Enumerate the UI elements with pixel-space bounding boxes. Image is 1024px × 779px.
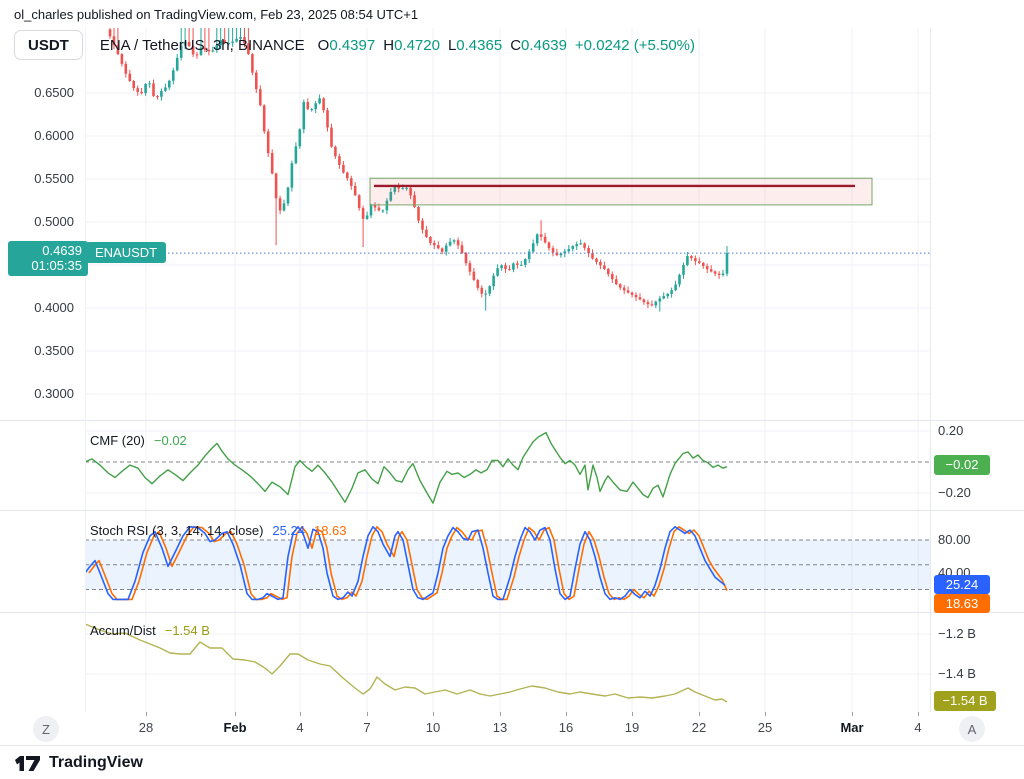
price-axis-label: 0.3000 <box>34 386 74 402</box>
price-axis-label: 0.5500 <box>34 171 74 187</box>
time-tick-mark <box>500 712 501 716</box>
time-tick-label: 4 <box>914 720 922 735</box>
pane-divider[interactable] <box>0 510 1024 511</box>
pane-divider[interactable] <box>0 420 1024 421</box>
acc-axis-label-12: −1.2 B <box>938 626 976 641</box>
time-tick-mark <box>300 712 301 716</box>
left-axis-border <box>85 28 86 745</box>
zoom-out-button[interactable]: Z <box>33 716 59 742</box>
time-tick-label: Mar <box>840 720 864 735</box>
high-label: H <box>383 36 395 54</box>
ohlc-readout: O0.4397 H0.4720 L0.4365 C0.4639 +0.0242 (+5.… <box>318 37 695 54</box>
tradingview-brand-text: TradingView <box>49 754 143 771</box>
time-tick-mark <box>367 712 368 716</box>
time-tick-label: 16 <box>558 720 574 735</box>
price-axis-label: 0.6000 <box>34 128 74 144</box>
time-scale[interactable]: Z 28 Feb 4 7 10 13 16 19 22 25 Mar 4 A <box>0 712 1024 745</box>
time-tick-label: 19 <box>624 720 640 735</box>
accdist-pane-title: Accum/Dist −1.54 B <box>90 623 210 638</box>
price-scale[interactable]: 0.6500 0.6000 0.5500 0.5000 0.4000 0.3500 0.30… <box>0 28 85 712</box>
time-tick-label: 22 <box>691 720 707 735</box>
time-tick-mark <box>699 712 700 716</box>
time-tick-mark <box>918 712 919 716</box>
stoch-d-badge: 18.63 <box>934 594 990 613</box>
stoch-axis-label-80: 80.00 <box>938 532 971 547</box>
time-tick-mark <box>146 712 147 716</box>
cmf-value-badge: −0.02 <box>934 455 990 475</box>
time-tick-label: 25 <box>757 720 773 735</box>
currency-toggle-button[interactable]: USDT <box>14 30 83 60</box>
attribution-link[interactable]: ol_charles published on TradingView.com,… <box>14 7 419 22</box>
price-axis-label: 0.6500 <box>34 85 74 101</box>
high-value: 0.4720 <box>394 36 440 54</box>
cmf-value: −0.02 <box>153 433 187 448</box>
right-axis-border <box>930 28 931 745</box>
price-axis-label: 0.3500 <box>34 343 74 359</box>
acc-axis-label-14: −1.4 B <box>938 666 976 681</box>
stoch-k-badge: 25.24 <box>934 575 990 594</box>
time-tick-label: 28 <box>138 720 154 735</box>
close-value: 0.4639 <box>521 36 567 54</box>
time-tick-mark <box>852 712 853 716</box>
low-label: L <box>447 36 457 54</box>
acc-value-badge: −1.54 B <box>934 691 996 711</box>
change-value: +0.0242 (+5.50%) <box>574 36 696 54</box>
symbol-badge: ENAUSDT <box>86 242 167 263</box>
symbol-title: ENA / TetherUS, 3h, BINANCE <box>99 36 305 54</box>
stoch-title: Stoch RSI (3, 3, 14, 14, close) <box>90 523 264 538</box>
time-tick-mark <box>632 712 633 716</box>
open-value: 0.4397 <box>329 36 376 54</box>
last-price-value: 0.4639 <box>42 243 82 258</box>
cmf-pane-title: CMF (20) −0.02 <box>90 433 187 448</box>
close-label: C <box>510 36 522 54</box>
tradingview-footer-link[interactable]: TradingView <box>0 745 1024 779</box>
time-tick-mark <box>235 712 236 716</box>
open-label: O <box>317 36 330 54</box>
last-price-badge: 0.4639 01:05:35 <box>8 241 88 276</box>
time-tick-label: 13 <box>492 720 508 735</box>
stoch-pane-title: Stoch RSI (3, 3, 14, 14, close) 25.24 18.6… <box>90 523 347 538</box>
cmf-axis-label-bottom: −0.20 <box>938 485 971 500</box>
time-tick-mark <box>433 712 434 716</box>
auto-scale-button[interactable]: A <box>959 716 985 742</box>
time-tick-label: Feb <box>223 720 247 735</box>
pane-divider[interactable] <box>0 612 1024 613</box>
time-tick-label: 10 <box>425 720 441 735</box>
chart-plot-area[interactable] <box>85 28 930 712</box>
accdist-value: −1.54 B <box>164 623 210 638</box>
time-tick-mark <box>566 712 567 716</box>
time-tick-label: 4 <box>296 720 304 735</box>
tradingview-logo-icon <box>14 755 41 771</box>
stoch-k-value: 25.24 <box>272 523 305 538</box>
cmf-axis-label-top: 0.20 <box>938 423 964 438</box>
time-tick-mark <box>765 712 766 716</box>
cmf-title: CMF (20) <box>90 433 145 448</box>
price-axis-label: 0.4000 <box>34 300 74 316</box>
accdist-title: Accum/Dist <box>90 623 156 638</box>
low-value: 0.4365 <box>456 36 503 54</box>
time-tick-label: 7 <box>363 720 371 735</box>
candle-countdown: 01:05:35 <box>31 258 82 273</box>
price-axis-label: 0.5000 <box>34 214 74 230</box>
stoch-d-value: 18.63 <box>313 523 347 538</box>
